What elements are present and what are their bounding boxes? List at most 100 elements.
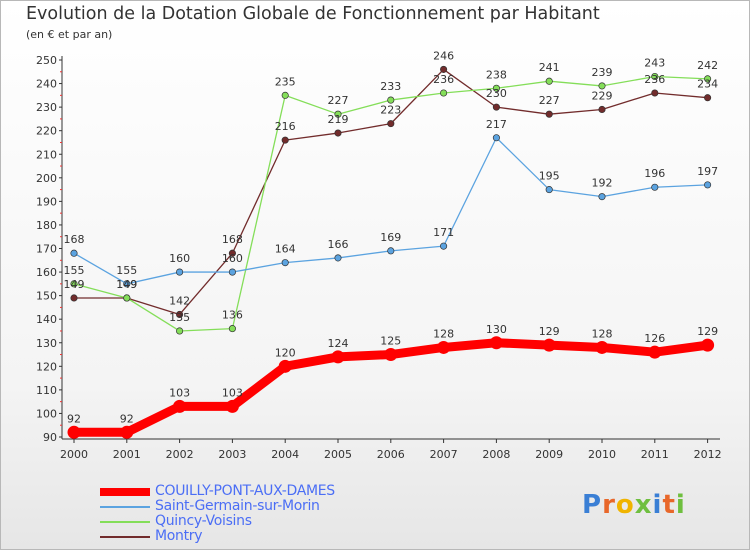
x-tick-label: 2012: [694, 448, 722, 461]
data-label: 234: [697, 78, 718, 91]
data-point: [489, 336, 503, 350]
y-tick-label: 190: [36, 195, 57, 208]
data-label: 241: [539, 61, 560, 74]
data-label: 227: [328, 94, 349, 107]
data-point: [176, 310, 184, 319]
legend-swatch: [100, 521, 150, 523]
data-label: 120: [275, 346, 296, 359]
y-tick-label: 100: [36, 407, 57, 420]
data-label: 242: [697, 59, 718, 72]
y-tick-label: 140: [36, 313, 57, 326]
data-point: [704, 181, 712, 189]
y-tick-label: 170: [36, 243, 57, 256]
data-label: 155: [64, 264, 85, 277]
data-point: [440, 89, 448, 97]
data-label: 219: [328, 113, 349, 126]
y-tick-label: 130: [36, 337, 57, 350]
legend-swatch: [100, 536, 150, 538]
logo-letter: x: [634, 490, 653, 520]
x-tick-label: 2003: [218, 448, 246, 461]
data-point: [120, 425, 134, 439]
y-tick-label: 180: [36, 219, 57, 232]
data-point: [278, 359, 292, 373]
data-label: 160: [169, 252, 190, 265]
data-label: 149: [116, 278, 137, 291]
data-point: [228, 268, 236, 276]
legend-label: Saint-Germain-sur-Morin: [155, 498, 320, 514]
data-label: 149: [116, 278, 137, 291]
data-label: 196: [644, 167, 665, 180]
x-tick-label: 2010: [588, 448, 616, 461]
y-tick-label: 110: [36, 384, 57, 397]
data-point: [387, 120, 395, 128]
data-label: 197: [697, 165, 718, 178]
logo-letter: o: [615, 490, 635, 520]
data-label: 103: [169, 386, 190, 399]
y-tick-label: 220: [36, 125, 57, 138]
data-label: 230: [486, 87, 507, 100]
y-tick-label: 200: [36, 172, 57, 185]
data-label: 243: [644, 56, 665, 69]
data-label: 164: [275, 243, 296, 256]
data-point: [492, 103, 500, 111]
data-point: [70, 294, 78, 302]
data-label: 128: [592, 327, 613, 340]
data-point: [651, 89, 659, 97]
data-point: [331, 350, 345, 364]
data-point: [651, 183, 659, 191]
data-label: 238: [486, 68, 507, 81]
y-tick-label: 230: [36, 101, 57, 114]
logo-letter: r: [602, 490, 616, 520]
data-point: [70, 249, 78, 257]
y-tick-label: 250: [36, 54, 57, 67]
data-label: 160: [222, 252, 243, 265]
data-label: 233: [380, 80, 401, 93]
chart-subtitle: (en € et par an): [26, 28, 113, 41]
data-point: [598, 82, 606, 90]
data-point: [492, 134, 500, 142]
data-point: [492, 84, 500, 92]
data-label: 92: [120, 412, 134, 425]
data-label: 246: [433, 49, 454, 62]
data-label: 216: [275, 120, 296, 133]
y-tick-label: 160: [36, 266, 57, 279]
data-label: 168: [64, 233, 85, 246]
data-point: [176, 327, 184, 335]
legend-swatch: [100, 506, 150, 508]
data-point: [70, 280, 78, 288]
logo-letter: P: [582, 490, 603, 520]
legend-swatch: [100, 488, 150, 496]
proxiti-logo: Proxiti: [582, 490, 686, 520]
data-label: 171: [433, 226, 454, 239]
y-tick-label: 120: [36, 360, 57, 373]
data-point: [387, 247, 395, 255]
y-tick-label: 90: [43, 431, 57, 444]
data-label: 192: [592, 177, 613, 190]
data-point: [173, 399, 187, 413]
data-label: 166: [328, 238, 349, 251]
chart-title: Evolution de la Dotation Globale de Fonc…: [26, 4, 600, 24]
data-point: [545, 186, 553, 194]
data-label: 239: [592, 66, 613, 79]
data-label: 135: [169, 311, 190, 324]
logo-letter: i: [675, 490, 686, 520]
data-point: [440, 242, 448, 250]
x-tick-label: 2000: [60, 448, 88, 461]
data-point: [651, 72, 659, 81]
data-point: [123, 294, 131, 302]
data-point: [334, 129, 342, 137]
data-point: [281, 136, 289, 144]
data-point: [334, 110, 342, 118]
data-point: [437, 340, 451, 354]
x-tick-label: 2011: [641, 448, 669, 461]
data-point: [228, 325, 236, 333]
x-tick-label: 2008: [482, 448, 510, 461]
data-label: 124: [328, 337, 349, 350]
data-label: 125: [380, 335, 401, 348]
data-label: 128: [433, 327, 454, 340]
data-point: [542, 338, 556, 352]
data-point: [598, 193, 606, 201]
y-tick-label: 150: [36, 290, 57, 303]
data-label: 195: [539, 170, 560, 183]
data-point: [384, 348, 398, 362]
